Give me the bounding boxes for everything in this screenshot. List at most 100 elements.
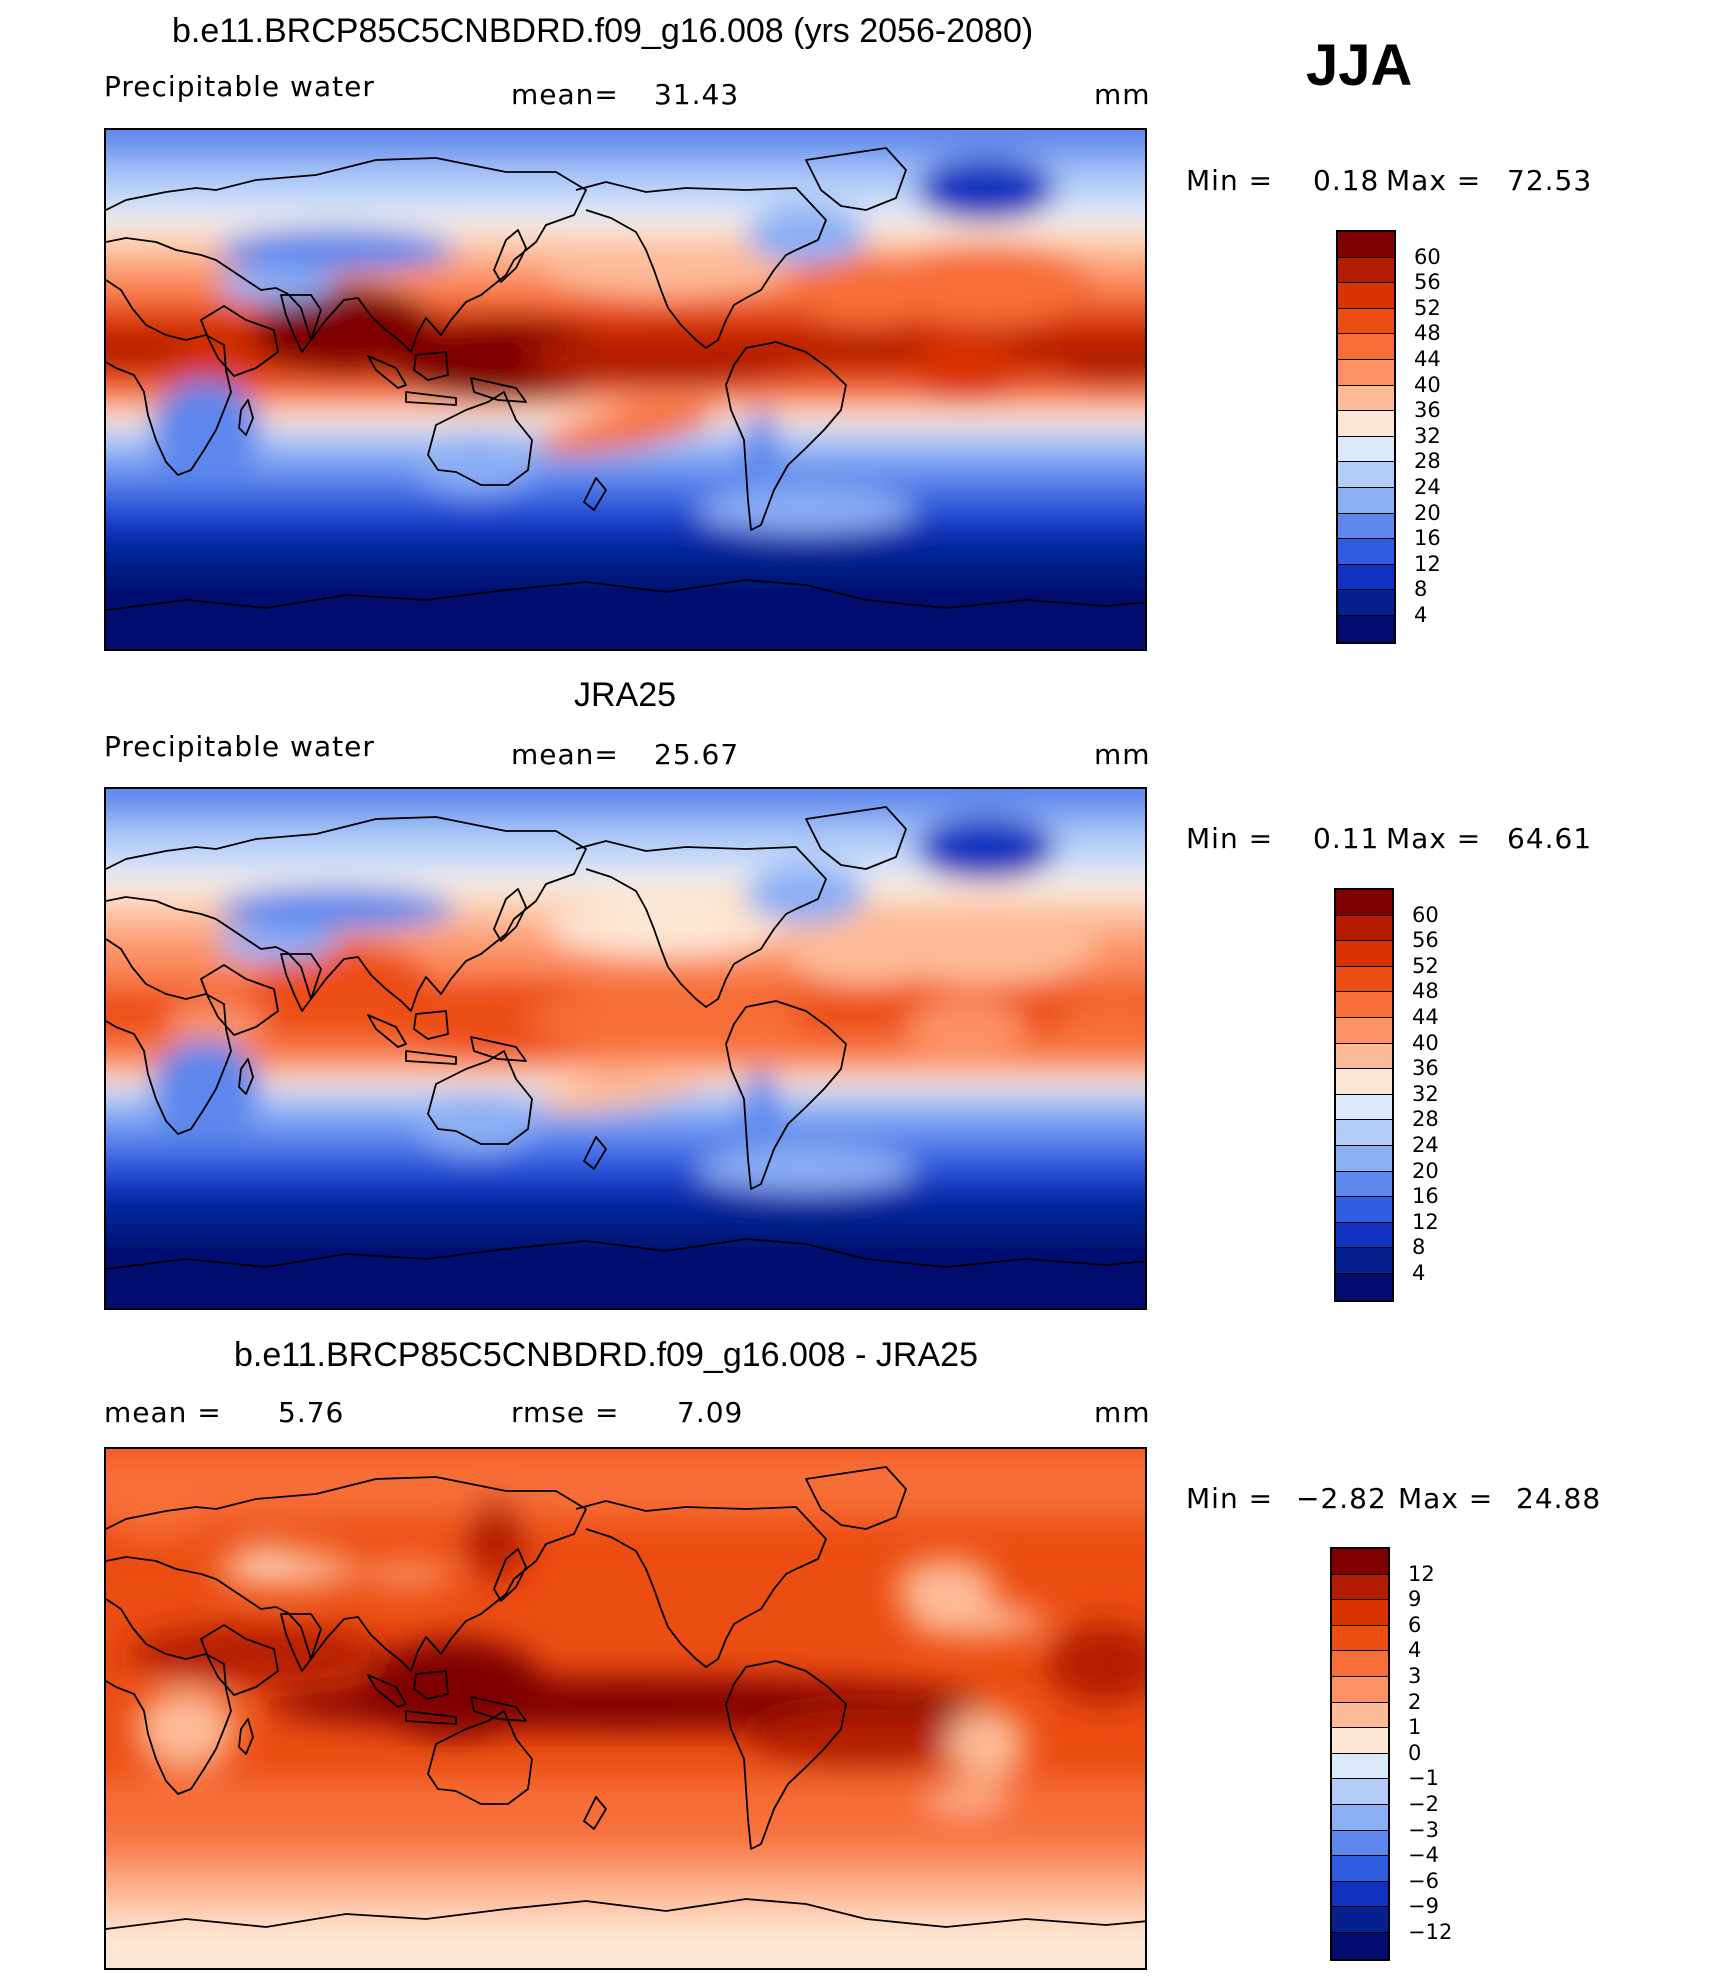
coastline [470, 377, 527, 403]
colorbar-swatch [1338, 359, 1394, 386]
coastline [575, 1500, 827, 1668]
panel-title: b.e11.BRCP85C5CNBDRD.f09_g16.008 - JRA25 [234, 1336, 978, 1374]
coastline [583, 1136, 607, 1170]
map-model [104, 128, 1147, 651]
min-label: Min = [1186, 164, 1274, 197]
coastline [413, 351, 449, 381]
coastline [493, 229, 527, 283]
colorbar-level-label: 12 [1412, 1209, 1439, 1234]
colorbar-level-label: 56 [1414, 270, 1441, 295]
coastline [427, 1050, 533, 1145]
colorbar-swatch [1332, 1625, 1388, 1652]
colorbar-level-label: −6 [1408, 1868, 1439, 1893]
mean-label: mean = [104, 1396, 222, 1429]
coastline [405, 1710, 457, 1725]
coastline [427, 391, 533, 486]
colorbar-level-label: 16 [1414, 526, 1441, 551]
colorbar-swatch [1336, 915, 1392, 942]
colorbar-level-label: 40 [1414, 372, 1441, 397]
colorbar-level-label: −1 [1408, 1766, 1439, 1791]
coastline [805, 806, 907, 870]
colorbar-level-label: 60 [1414, 244, 1441, 269]
colorbar-swatch [1336, 1094, 1392, 1121]
panel-title: JRA25 [574, 676, 677, 714]
colorbar-level-label: 4 [1414, 603, 1428, 627]
coastline [470, 1696, 527, 1722]
colorbar-level-label: −3 [1408, 1817, 1439, 1842]
colorbar-swatch [1332, 1804, 1388, 1831]
coastline [106, 846, 217, 870]
colorbar-swatch [1336, 890, 1392, 916]
max-label: Max = [1386, 164, 1482, 197]
colorbar-swatch [1332, 1881, 1388, 1908]
units-label: mm [1094, 1396, 1151, 1429]
colorbar-swatch [1338, 487, 1394, 514]
rmse-value: 7.09 [677, 1396, 744, 1429]
colorbar-swatch [1332, 1549, 1388, 1575]
colorbar-swatch [1338, 615, 1394, 642]
coastline [493, 1548, 527, 1602]
coastline [200, 964, 279, 1036]
coastline [200, 305, 279, 377]
colorbar-model [1336, 230, 1396, 644]
colorbar-level-label: 8 [1412, 1235, 1426, 1260]
colorbar-level-label: 16 [1412, 1184, 1439, 1209]
colorbar-level-label: 2 [1408, 1689, 1422, 1714]
colorbar-level-label: −2 [1408, 1792, 1439, 1816]
colorbar-swatch [1332, 1907, 1388, 1933]
min-value: 0.11 [1313, 822, 1380, 855]
colorbar-level-label: 12 [1408, 1561, 1435, 1586]
colorbar-swatch [1332, 1779, 1388, 1805]
coastline [470, 1036, 527, 1062]
colorbar-level-label: 52 [1414, 295, 1441, 320]
colorbar-swatch [1338, 232, 1394, 258]
colorbar-swatch [1336, 1120, 1392, 1146]
coastline [280, 953, 322, 1012]
map-obs [104, 787, 1147, 1310]
colorbar-swatch [1336, 941, 1392, 967]
colorbar-level-label: 60 [1412, 902, 1439, 927]
coastline [238, 1718, 254, 1755]
colorbar-obs [1334, 888, 1394, 1302]
coastline [106, 1898, 1145, 1930]
coastline [405, 1050, 457, 1065]
colorbar-level-label: 36 [1412, 1056, 1439, 1081]
mean-label: mean= [511, 738, 619, 771]
max-label: Max = [1398, 1482, 1494, 1515]
colorbar-swatch [1332, 1676, 1388, 1703]
colorbar-level-label: 44 [1414, 347, 1441, 371]
coastline [200, 1624, 279, 1696]
colorbar-diff [1330, 1547, 1390, 1961]
colorbar-swatch [1336, 966, 1392, 993]
colorbar-swatch [1332, 1574, 1388, 1601]
coastline [106, 579, 1145, 611]
coastline [493, 888, 527, 942]
min-label: Min = [1186, 822, 1274, 855]
panel-title: b.e11.BRCP85C5CNBDRD.f09_g16.008 (yrs 20… [172, 12, 1034, 50]
colorbar-swatch [1332, 1728, 1388, 1754]
coastline [280, 294, 322, 353]
variable-label: Precipitable water [104, 70, 375, 103]
colorbar-level-label: 24 [1412, 1133, 1439, 1157]
coastline [367, 355, 407, 389]
colorbar-swatch [1336, 1145, 1392, 1172]
map-diff [104, 1447, 1147, 1970]
colorbar-swatch [1332, 1830, 1388, 1857]
mean-value: 25.67 [654, 738, 740, 771]
coastline [238, 1058, 254, 1095]
coastline [725, 341, 847, 531]
variable-label: Precipitable water [104, 730, 375, 763]
colorbar-level-label: 4 [1408, 1638, 1422, 1663]
rmse-label: rmse = [511, 1396, 620, 1429]
colorbar-level-label: 6 [1408, 1612, 1422, 1637]
max-value: 24.88 [1516, 1482, 1602, 1515]
min-value: 0.18 [1313, 164, 1380, 197]
coastline [238, 399, 254, 436]
colorbar-level-label: 56 [1412, 928, 1439, 953]
coastline [106, 279, 232, 476]
coastline [427, 1710, 533, 1805]
colorbar-level-label: 48 [1414, 321, 1441, 346]
colorbar-swatch [1338, 385, 1394, 412]
colorbar-level-label: 44 [1412, 1005, 1439, 1029]
coastline [106, 1238, 1145, 1270]
